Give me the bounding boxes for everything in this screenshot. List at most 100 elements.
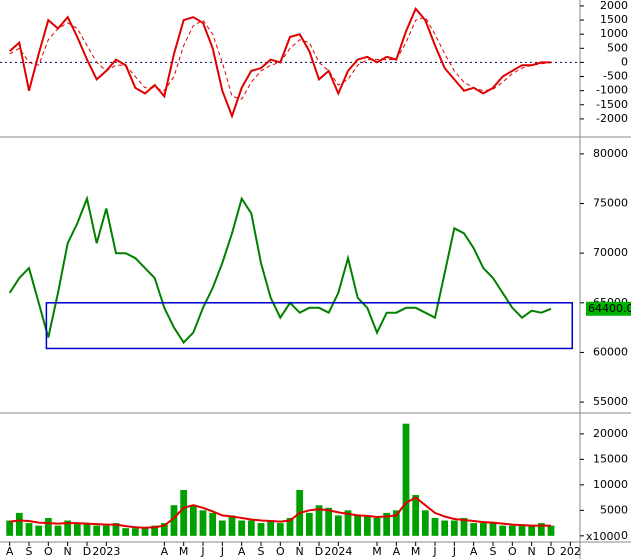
volume-bar (489, 523, 497, 536)
volume-bar (44, 517, 52, 536)
volume-bar (160, 523, 168, 536)
x-tick-label: D (83, 545, 91, 558)
x-tick-label: M (372, 545, 382, 558)
volume-bar (25, 523, 33, 536)
volume-bar (547, 525, 555, 536)
y-tick-label: 15000 (593, 452, 628, 465)
volume-bar (441, 520, 449, 536)
x-tick-label: A (470, 545, 478, 558)
volume-bar (102, 525, 110, 536)
volume-bar (54, 525, 62, 536)
volume-bar (15, 512, 23, 536)
series-line (9, 496, 551, 529)
volume-bar (470, 523, 478, 536)
x-tick-label: J (200, 545, 204, 558)
volume-bar (276, 523, 284, 536)
y-tick-label: 75000 (593, 197, 628, 210)
x-tick-label: 2023 (92, 545, 120, 558)
x-tick-label: J (452, 545, 456, 558)
y-tick-label: 500 (607, 41, 628, 54)
volume-bar (267, 520, 275, 536)
y-tick-label: 80000 (593, 147, 628, 160)
volume-bar (499, 525, 507, 536)
x-tick-label: O (508, 545, 517, 558)
y-tick-label: -1000 (596, 84, 628, 97)
volume-bar (460, 517, 468, 536)
volume-bar (383, 512, 391, 536)
volume-bar (247, 520, 255, 536)
volume-bar (528, 525, 536, 536)
y-tick-label: 1000 (600, 27, 628, 40)
y-tick-label: 0 (621, 529, 628, 542)
volume-bar (35, 525, 43, 536)
volume-bar (93, 525, 101, 536)
volume-bar (73, 523, 81, 536)
volume-bar (141, 528, 149, 536)
volume-bar (83, 523, 91, 536)
x-tick-label: 2024 (324, 545, 352, 558)
x-tick-label: A (393, 545, 401, 558)
last-price-box (586, 301, 631, 316)
volume-bar (180, 489, 188, 536)
volume-bar (151, 525, 159, 536)
range-box (45, 302, 574, 350)
volume-bar (112, 523, 120, 536)
y-tick-label: 0 (621, 55, 628, 68)
volume-bar (479, 523, 487, 536)
volume-bar (305, 512, 313, 536)
volume-bar (170, 505, 178, 536)
x-tick-label: D (315, 545, 323, 558)
volume-bar (334, 515, 342, 536)
volume-bar (508, 525, 516, 536)
y-tick-label: 10000 (593, 478, 628, 491)
volume-bar (209, 512, 217, 536)
y-tick-label: -500 (603, 70, 628, 83)
x-tick-label: S (258, 545, 265, 558)
volume-bar (122, 528, 130, 536)
volume-bar (373, 517, 381, 536)
volume-bar (228, 515, 236, 536)
volume-bar (64, 520, 72, 536)
y-tick-label: 70000 (593, 246, 628, 259)
volume-bar (421, 510, 429, 536)
x-tick-label: S (26, 545, 33, 558)
x-tick-label: N (296, 545, 304, 558)
volume-bar (431, 517, 439, 536)
last-price-label: 64400.00 (588, 302, 631, 315)
x-tick-label: N (64, 545, 72, 558)
y-tick-label: 1500 (600, 13, 628, 26)
x-tick-label: A (6, 545, 14, 558)
volume-bar (344, 510, 352, 536)
y-tick-label: 60000 (593, 345, 628, 358)
series-line (9, 16, 552, 100)
x-tick-label: J (220, 545, 224, 558)
x-tick-label: M (179, 545, 189, 558)
volume-bar (412, 495, 420, 536)
unit-label: x1000 (586, 530, 621, 543)
volume-bar (354, 515, 362, 536)
y-tick-label: 2000 (600, 0, 628, 12)
volume-bar (218, 520, 226, 536)
volume-bar (6, 520, 14, 536)
volume-bar (189, 505, 197, 536)
volume-bar (518, 525, 526, 536)
volume-bar (257, 523, 265, 536)
volume-bar (392, 510, 400, 536)
x-tick-label: D (547, 545, 555, 558)
y-tick-label: -2000 (596, 112, 628, 125)
x-tick-label: O (276, 545, 285, 558)
x-tick-label: J (432, 545, 436, 558)
x-tick-label: A (161, 545, 169, 558)
y-tick-label: -1500 (596, 98, 628, 111)
y-tick-label: 5000 (600, 503, 628, 516)
series-line (8, 195, 552, 345)
x-tick-label: 202 (560, 545, 581, 558)
volume-bar (315, 505, 323, 536)
volume-bar (402, 423, 410, 536)
volume-bar (537, 523, 545, 536)
volume-bar (450, 520, 458, 536)
volume-bar (199, 510, 207, 536)
y-tick-label: 20000 (593, 427, 628, 440)
